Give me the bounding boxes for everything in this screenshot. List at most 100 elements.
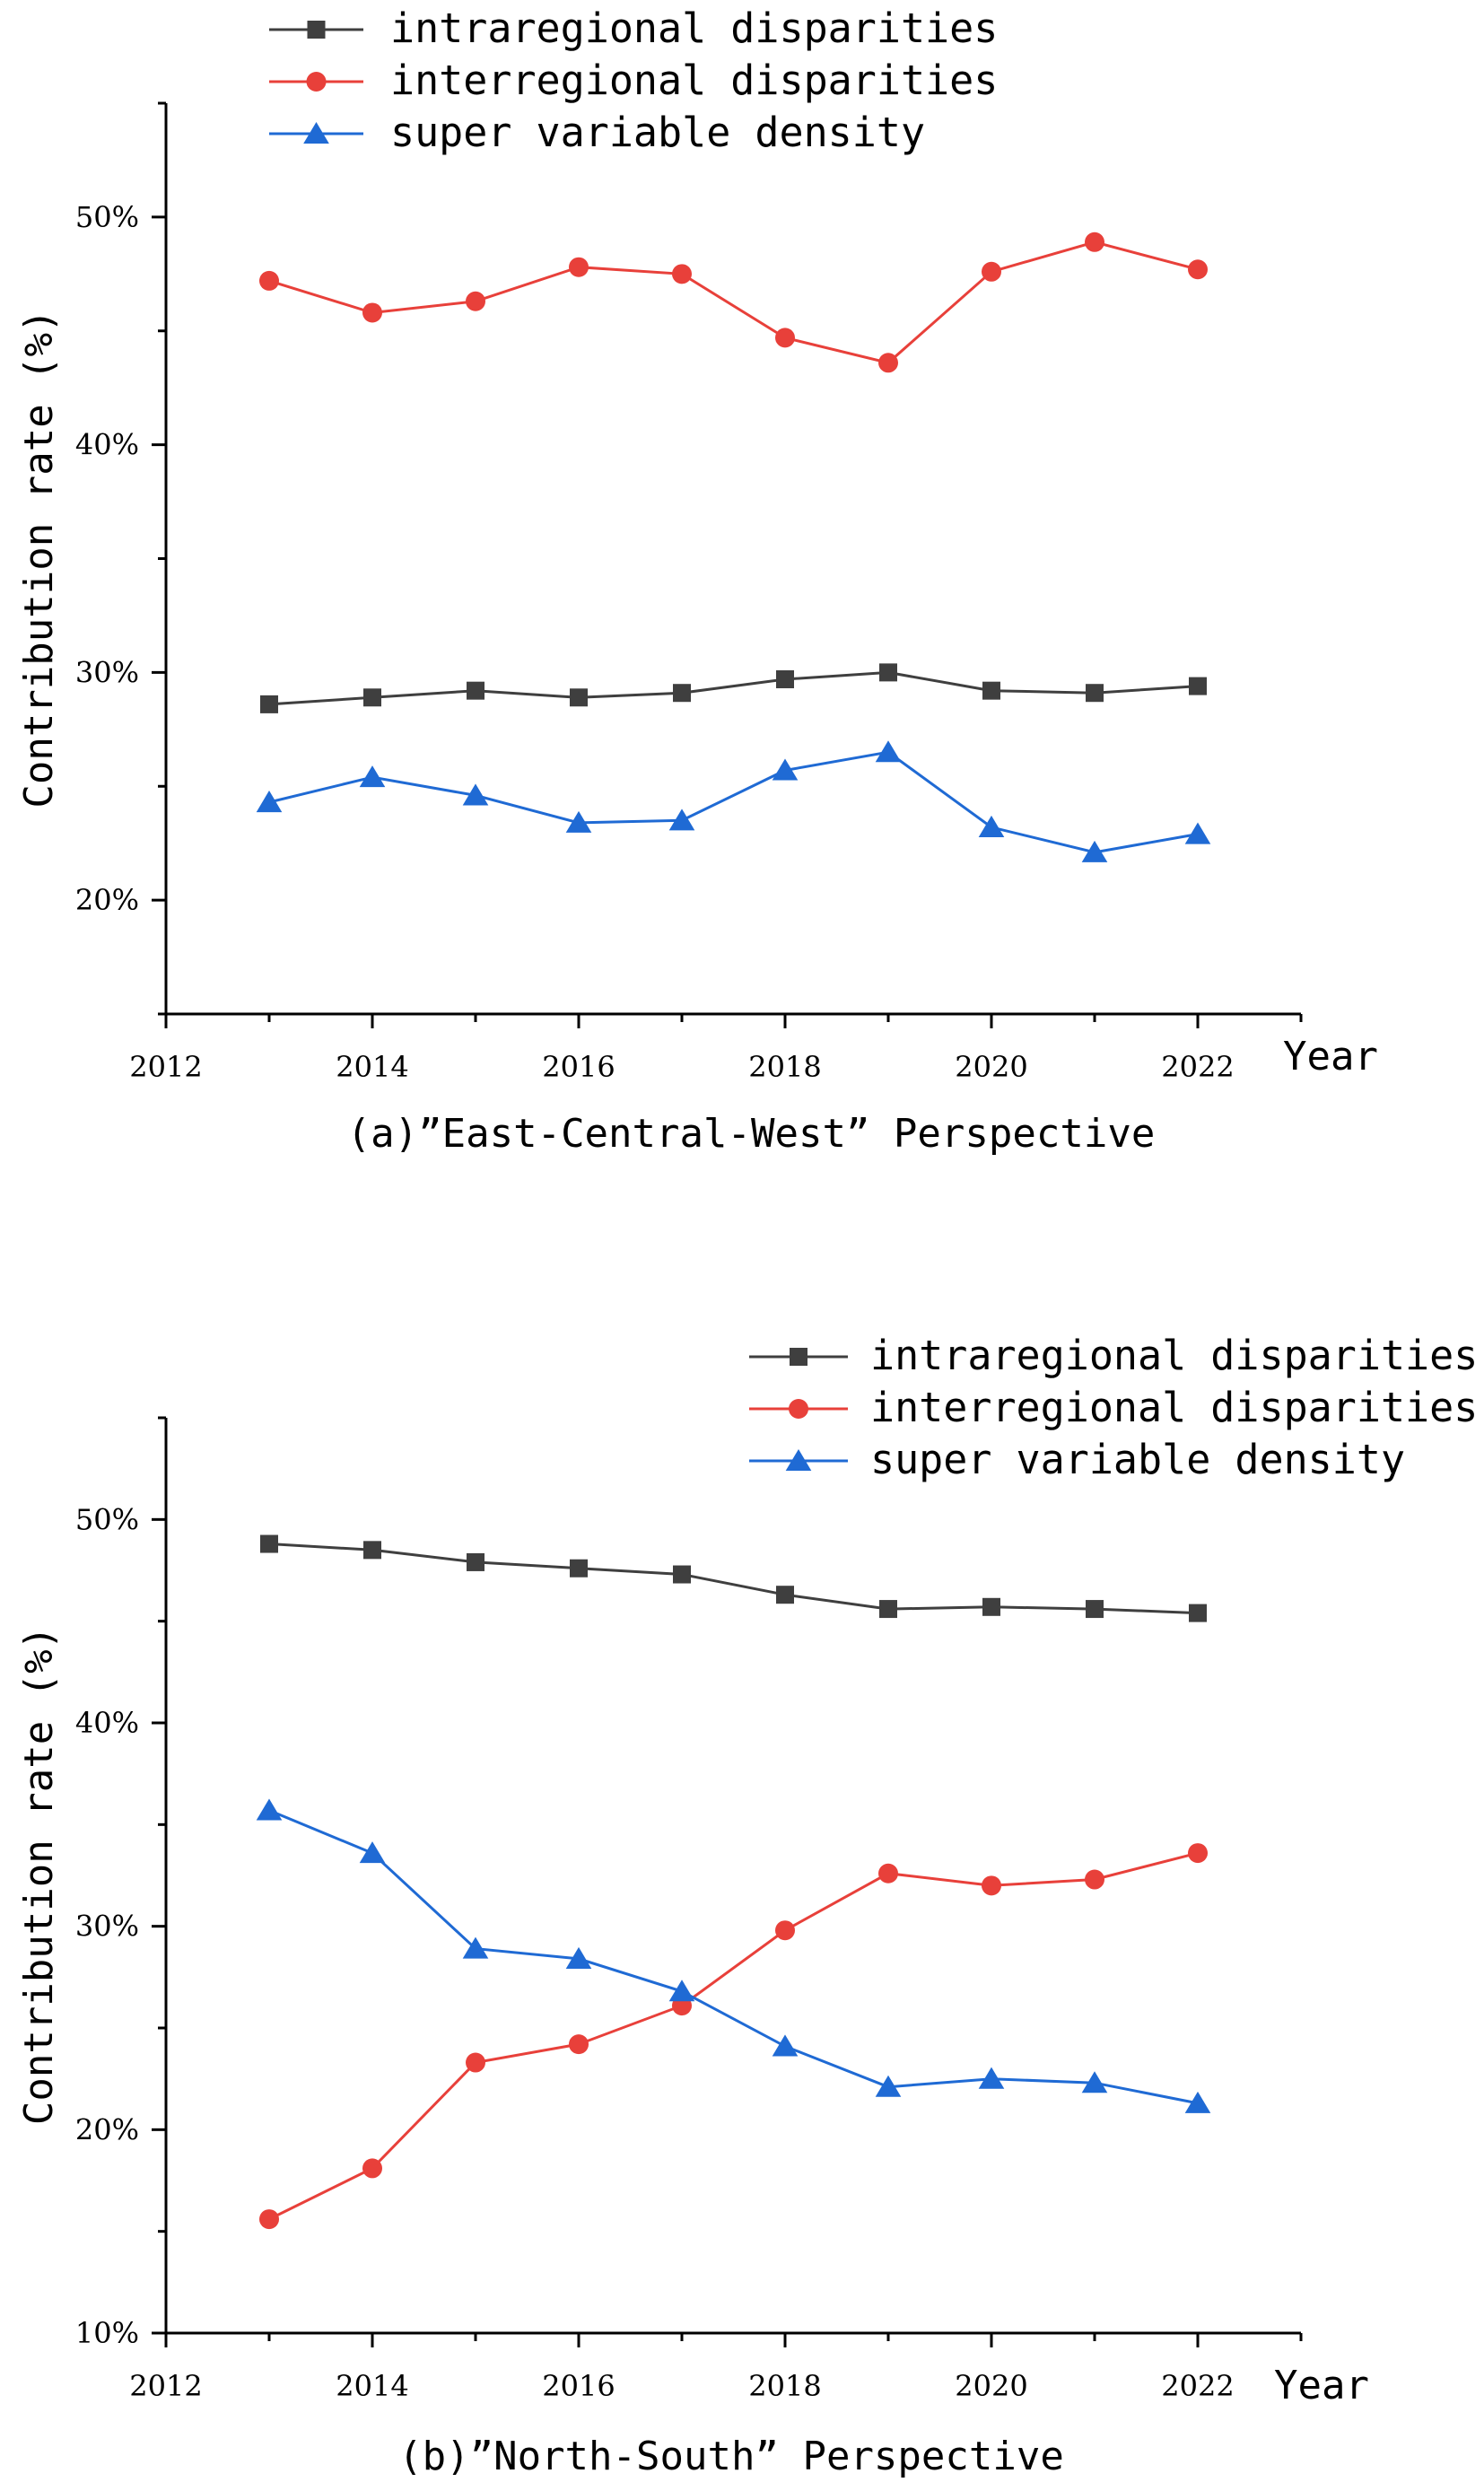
legend-label: super variable density [870,1436,1405,1483]
data-point [1086,684,1104,703]
legend: intraregional disparities interregional d… [749,1332,1478,1483]
x-tick-label: 2018 [748,2369,821,2403]
data-point [1086,1600,1104,1619]
data-point [878,353,898,373]
data-point [260,1534,278,1553]
data-point [1081,840,1108,862]
data-point [775,1920,795,1941]
data-point [1188,1843,1208,1864]
data-point [462,783,489,806]
legend-marker [790,1348,807,1366]
data-point [362,2158,382,2179]
data-point [569,257,589,277]
data-point [875,740,902,763]
y-tick-label: 40% [75,428,139,462]
legend-entry: interregional disparities [269,57,998,104]
series-line [268,1809,1199,2105]
data-point [1189,1604,1207,1622]
data-point [668,1980,695,2002]
legend-label: super variable density [390,109,925,156]
x-tick-label: 2018 [748,1050,821,1084]
panel-caption: (b)”North-South” Perspective [398,2434,1064,2479]
data-point [875,2075,902,2097]
y-axis-title: Contribution rate (%) [16,1626,62,2125]
data-point [363,688,381,707]
data-point [363,1541,381,1560]
y-tick-label: 50% [75,200,139,234]
legend-marker [303,122,329,144]
y-tick-label: 20% [75,883,139,917]
data-point [982,1875,1001,1896]
series-line [268,670,1199,706]
x-tick-label: 2016 [542,1050,615,1084]
legend-label: intraregional disparities [390,4,998,52]
data-point [776,1586,794,1604]
legend-marker [789,1399,808,1419]
data-point [1184,2091,1211,2113]
series-circle [259,232,1208,373]
x-tick-label: 2014 [336,2369,408,2403]
data-point [256,1798,283,1821]
data-point [466,2052,485,2073]
x-tick-label: 2014 [336,1050,408,1084]
series-square [260,1534,1207,1622]
data-point [1189,677,1207,695]
series-line [268,1543,1199,1615]
data-point [982,261,1001,282]
data-point [359,765,386,788]
y-tick-label: 30% [75,655,139,689]
data-point [1085,1869,1104,1890]
panel-b-north-south: 10% 20% 30% 40% 50% 2012 2014 2016 2018 2020 2022 Y… [16,1332,1478,2479]
legend-entry: super variable density [269,109,925,156]
legend-marker [785,1449,812,1472]
data-point [982,1597,1000,1616]
data-point [467,1552,484,1571]
data-point [879,663,897,682]
data-point [565,1946,592,1969]
data-point [772,758,799,781]
data-point [772,2034,799,2057]
y-axis-title: Contribution rate (%) [16,309,62,808]
x-tick-label: 2016 [542,2369,615,2403]
data-point [878,1863,898,1884]
x-axis-title: Year [1274,2363,1369,2408]
legend-label: interregional disparities [390,57,998,104]
data-point [570,1559,588,1578]
legend-entry: interregional disparities [749,1384,1478,1431]
legend-marker [307,21,326,39]
data-point [467,681,484,700]
x-tick-label: 2020 [955,2369,1027,2403]
data-point [570,688,588,707]
panel-caption: (a)”East-Central-West” Perspective [347,1111,1156,1157]
data-point [775,328,795,348]
legend-entry: intraregional disparities [269,4,998,52]
data-point [569,2034,589,2055]
x-tick-label: 2012 [129,2369,202,2403]
x-tick-label: 2022 [1161,1050,1234,1084]
data-point [259,2209,279,2230]
data-point [256,791,283,813]
x-tick-label: 2022 [1161,2369,1234,2403]
data-point [359,1841,386,1864]
data-point [978,2067,1005,2089]
data-point [462,1936,489,1959]
data-point [668,808,695,831]
y-tick-label: 20% [75,2112,139,2146]
data-point [776,669,794,688]
legend-label: interregional disparities [870,1384,1478,1431]
series-square [260,663,1207,713]
data-point [565,810,592,833]
data-point [259,270,279,291]
x-axis-title: Year [1283,1034,1378,1079]
y-tick-label: 10% [75,2316,139,2350]
data-point [982,681,1000,700]
legend-entry: super variable density [749,1436,1405,1483]
data-point [260,695,278,713]
x-tick-label: 2020 [955,1050,1027,1084]
data-point [672,264,692,284]
data-point [673,684,691,703]
data-point [978,815,1005,837]
series-triangle [256,1798,1211,2113]
data-point [879,1600,897,1619]
